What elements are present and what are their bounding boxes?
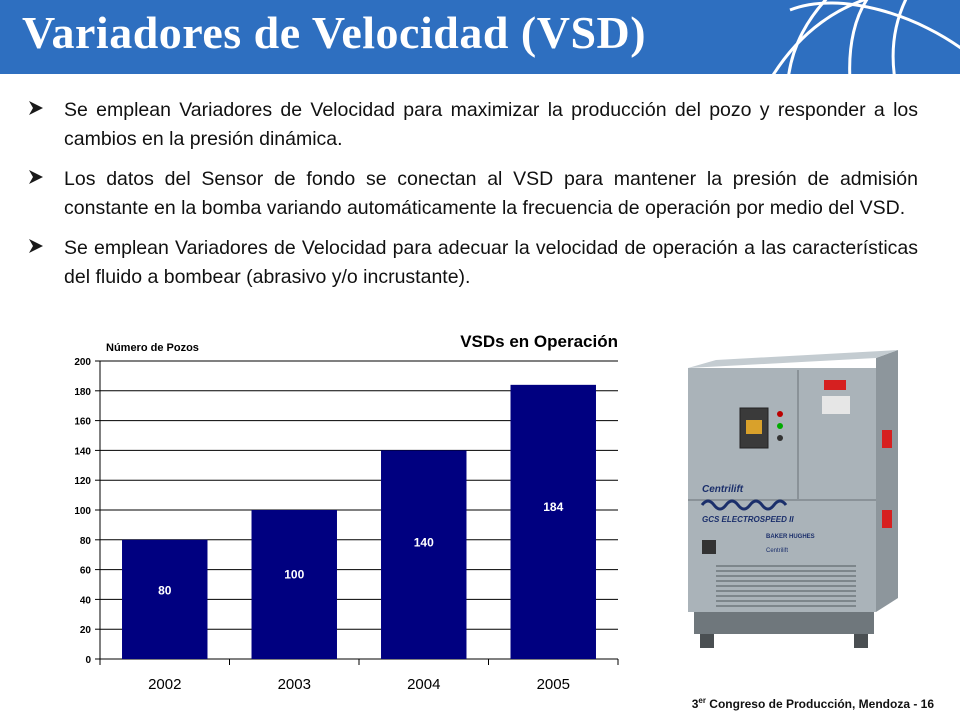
globe-logo-icon — [772, 0, 960, 74]
vent-grille — [716, 565, 856, 607]
y-tick-label: 200 — [74, 357, 91, 368]
brand-label: Centrilift — [702, 484, 744, 495]
data-label: 100 — [284, 568, 304, 582]
arrow-bullet-icon — [29, 170, 43, 184]
bar — [251, 510, 337, 659]
bullet-item: Se emplean Variadores de Velocidad para … — [28, 96, 918, 154]
footer: 3er Congreso de Producción, Mendoza - 16 — [692, 696, 934, 711]
footer-ordinal-suffix: er — [698, 696, 706, 705]
bar — [122, 539, 208, 659]
x-tick-labels: 2002 2003 2004 2005 — [148, 676, 570, 693]
data-labels: 80 100 140 184 — [158, 500, 564, 598]
bar — [381, 450, 467, 659]
y-tick-label: 140 — [74, 446, 91, 457]
y-tick-labels: 0 20 40 60 80 100 120 140 160 180 200 — [74, 357, 91, 666]
x-tick-label: 2002 — [148, 676, 181, 693]
x-tick-label: 2003 — [278, 676, 311, 693]
y-tick-label: 20 — [80, 625, 92, 636]
y-tick-label: 80 — [80, 536, 92, 547]
bullet-text: Se emplean Variadores de Velocidad para … — [64, 99, 918, 150]
sub-brand-label: Centrilift — [766, 548, 788, 554]
y-tick-label: 60 — [80, 566, 92, 577]
vsd-bar-chart: VSDs en Operación Número de Pozos 0 20 40 6… — [74, 332, 619, 693]
bullet-text: Se emplean Variadores de Velocidad para … — [64, 237, 918, 288]
data-label: 184 — [543, 500, 563, 514]
y-tick-label: 100 — [74, 506, 91, 517]
y-tick-label: 180 — [74, 387, 91, 398]
arrow-bullet-icon — [29, 239, 43, 253]
y-tick-label: 0 — [85, 655, 91, 666]
maker-label: BAKER HUGHES — [766, 534, 815, 540]
slide-title: Variadores de Velocidad (VSD) — [22, 7, 647, 58]
bar — [510, 384, 596, 659]
title-bar: Variadores de Velocidad (VSD) — [0, 0, 960, 74]
bullet-item: Los datos del Sensor de fondo se conecta… — [28, 165, 918, 223]
y-tick-label: 160 — [74, 417, 91, 428]
data-label: 140 — [414, 535, 434, 549]
product-label: GCS ELECTROSPEED II — [702, 515, 794, 524]
vsd-cabinet-photo: Centrilift GCS ELECTROSPEED II BAKER HUG… — [676, 340, 938, 668]
footer-text: Congreso de Producción, Mendoza - 16 — [705, 697, 934, 711]
bullet-text: Los datos del Sensor de fondo se conecta… — [64, 168, 918, 219]
bullet-list: Se emplean Variadores de Velocidad para … — [28, 96, 918, 303]
x-tick-label: 2005 — [537, 676, 570, 693]
chart-title: VSDs en Operación — [460, 332, 618, 351]
y-axis-label: Número de Pozos — [106, 342, 199, 354]
y-tick-label: 40 — [80, 595, 92, 606]
x-tick-label: 2004 — [407, 676, 440, 693]
arrow-bullet-icon — [29, 101, 43, 115]
data-label: 80 — [158, 584, 172, 598]
footer-ordinal: 3 — [691, 697, 699, 711]
bars — [122, 384, 596, 659]
bullet-item: Se emplean Variadores de Velocidad para … — [28, 234, 918, 292]
y-tick-label: 120 — [74, 476, 91, 487]
